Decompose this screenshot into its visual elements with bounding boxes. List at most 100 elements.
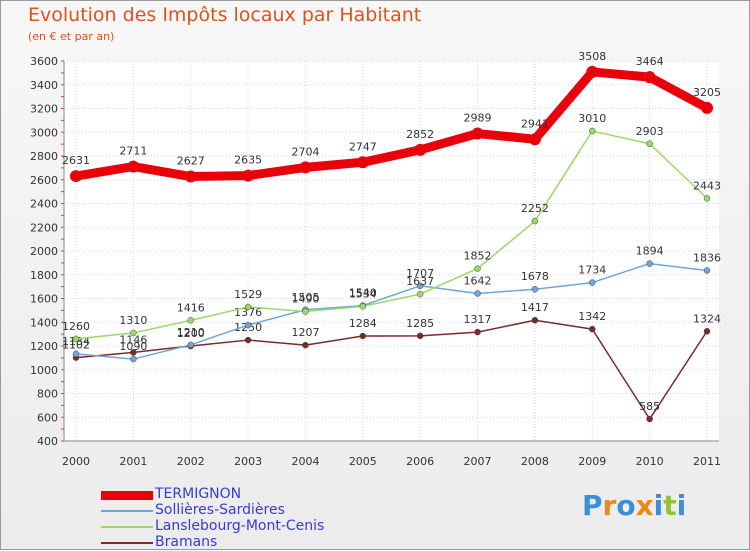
- data-label: 3010: [578, 112, 606, 125]
- data-label: 1734: [578, 264, 606, 277]
- logo-letter: x: [635, 489, 654, 522]
- data-point: [646, 415, 653, 423]
- logo-letter: r: [602, 489, 617, 522]
- data-point: [701, 101, 713, 114]
- y-tick-label: 1000: [30, 364, 58, 377]
- y-tick-label: 2600: [30, 174, 58, 187]
- chart-subtitle: (en € et par an): [28, 30, 115, 43]
- y-tick-label: 1400: [30, 316, 58, 329]
- x-tick-label: 2000: [62, 455, 90, 468]
- x-tick-label: 2008: [521, 455, 549, 468]
- x-tick-label: 2003: [234, 455, 262, 468]
- x-tick-label: 2011: [693, 455, 721, 468]
- data-point: [302, 341, 309, 349]
- data-label: 1416: [177, 301, 205, 314]
- legend-swatch: [101, 510, 153, 512]
- data-label: 1284: [349, 317, 377, 330]
- data-label: 1505: [291, 291, 319, 304]
- legend-swatch: [101, 542, 153, 544]
- data-label: 1642: [464, 275, 492, 288]
- data-point: [187, 317, 194, 324]
- x-tick-label: 2010: [636, 455, 664, 468]
- data-point: [474, 265, 481, 272]
- data-point: [643, 71, 656, 84]
- data-label: 2704: [291, 145, 319, 158]
- x-tick-label: 2004: [291, 455, 319, 468]
- data-point: [72, 350, 80, 358]
- x-tick-label: 2009: [578, 455, 606, 468]
- series-line-1: [75, 262, 708, 360]
- data-point: [589, 325, 596, 333]
- y-tick-label: 800: [37, 388, 58, 401]
- y-tick-label: 3600: [30, 55, 58, 68]
- data-label: 585: [639, 400, 660, 413]
- data-point: [471, 127, 484, 140]
- data-point: [130, 355, 137, 363]
- x-tick-label: 2007: [464, 455, 492, 468]
- data-label: 1637: [406, 275, 434, 288]
- data-point: [359, 303, 367, 310]
- data-label: 2631: [62, 154, 90, 167]
- data-label: 3464: [636, 55, 664, 68]
- data-label: 2941: [521, 117, 549, 130]
- data-label: 1102: [62, 339, 90, 352]
- y-tick-label: 3400: [30, 79, 58, 92]
- data-point: [244, 336, 252, 344]
- data-point: [70, 170, 82, 183]
- data-label: 2852: [406, 128, 434, 141]
- data-point: [586, 65, 599, 78]
- data-label: 2635: [234, 154, 262, 167]
- logo-letter: t: [663, 489, 677, 522]
- proxiti-logo: Proxiti: [582, 489, 686, 522]
- y-tick-label: 1600: [30, 293, 58, 306]
- data-point: [703, 328, 711, 335]
- logo-letter: o: [616, 489, 636, 522]
- y-tick-label: 2800: [30, 150, 58, 163]
- data-label: 1260: [62, 320, 90, 333]
- y-tick-label: 3000: [30, 126, 58, 139]
- data-label: 1200: [177, 327, 205, 340]
- data-label: 1285: [406, 317, 434, 330]
- logo-letter: i: [676, 489, 687, 522]
- data-point: [528, 133, 541, 146]
- data-label: 1417: [521, 301, 549, 314]
- y-tick-label: 400: [37, 435, 58, 448]
- x-tick-label: 2005: [349, 455, 377, 468]
- y-tick-label: 2200: [30, 221, 58, 234]
- legend-label: Lanslebourg-Mont-Cenis: [155, 518, 325, 534]
- y-tick-label: 2000: [30, 245, 58, 258]
- data-label: 1376: [234, 306, 262, 319]
- series-line-2: [75, 130, 708, 340]
- data-label: 1540: [349, 287, 377, 300]
- data-label: 2989: [464, 112, 492, 125]
- data-label: 2627: [177, 155, 205, 168]
- logo-letter: i: [653, 489, 664, 522]
- y-tick-label: 2400: [30, 198, 58, 211]
- data-label: 1707: [406, 267, 434, 280]
- data-point: [474, 328, 481, 336]
- legend-label: TERMIGNON: [155, 486, 242, 502]
- data-point: [299, 161, 312, 174]
- data-point: [646, 140, 653, 148]
- data-label: 2252: [521, 202, 549, 215]
- data-label: 2903: [636, 125, 664, 138]
- data-label: 2443: [693, 179, 721, 192]
- data-label: 1836: [693, 251, 721, 264]
- data-point: [416, 282, 424, 290]
- data-label: 3508: [578, 50, 606, 63]
- data-point: [416, 290, 424, 298]
- x-tick-label: 2006: [406, 455, 434, 468]
- y-tick-label: 1800: [30, 269, 58, 282]
- data-point: [531, 316, 539, 324]
- y-tick-label: 600: [37, 411, 58, 424]
- data-label: 3205: [693, 86, 721, 99]
- data-point: [130, 329, 137, 337]
- data-label: 1324: [693, 312, 721, 325]
- data-point: [589, 279, 596, 286]
- chart-title: Evolution des Impôts locaux par Habitant: [28, 4, 422, 26]
- data-label: 1310: [119, 314, 147, 327]
- data-label: 1342: [578, 310, 606, 323]
- data-label: 2711: [119, 145, 147, 158]
- data-point: [416, 332, 424, 340]
